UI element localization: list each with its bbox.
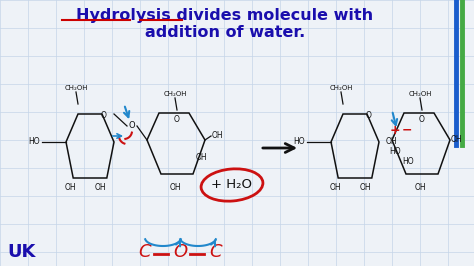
Text: OH: OH (94, 184, 106, 193)
Text: HO: HO (28, 138, 40, 147)
Text: UK: UK (8, 243, 36, 261)
Text: CH₂OH: CH₂OH (64, 85, 88, 91)
Text: OH: OH (211, 131, 223, 140)
Text: OH: OH (385, 138, 397, 147)
Text: HO: HO (402, 157, 414, 167)
Text: CH₂OH: CH₂OH (329, 85, 353, 91)
Text: O: O (173, 243, 187, 261)
Text: Hydrolysis divides molecule with: Hydrolysis divides molecule with (76, 8, 374, 23)
Text: OH: OH (359, 184, 371, 193)
Text: +: + (390, 123, 401, 136)
Text: OH: OH (169, 184, 181, 193)
Text: addition of water.: addition of water. (145, 25, 305, 40)
Text: O: O (101, 110, 107, 119)
Text: OH: OH (64, 184, 76, 193)
Text: + H₂O: + H₂O (211, 178, 253, 192)
Text: HO: HO (293, 138, 305, 147)
Text: O: O (174, 115, 180, 124)
Text: OH: OH (329, 184, 341, 193)
Text: CH₂OH: CH₂OH (408, 91, 432, 97)
Text: OH: OH (195, 153, 207, 163)
Text: O: O (419, 115, 425, 124)
Text: HO: HO (389, 148, 401, 156)
Text: OH: OH (414, 184, 426, 193)
Text: CH₂OH: CH₂OH (163, 91, 187, 97)
Text: C: C (139, 243, 151, 261)
Text: C: C (210, 243, 222, 261)
Text: O: O (366, 110, 372, 119)
Text: O: O (128, 122, 135, 131)
Text: OH: OH (450, 135, 462, 144)
Text: −: − (402, 123, 412, 136)
